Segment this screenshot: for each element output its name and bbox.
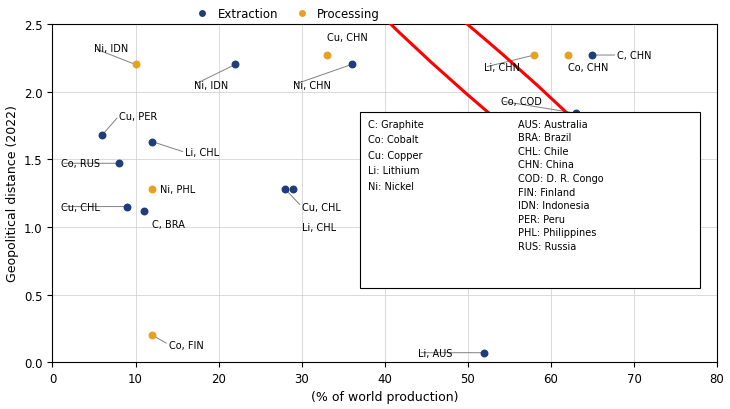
Text: Ni, CHN: Ni, CHN <box>293 81 331 90</box>
Bar <box>360 112 701 288</box>
Text: Co, RUS: Co, RUS <box>61 159 100 169</box>
Point <box>113 161 125 167</box>
Point <box>479 350 491 356</box>
Point <box>587 53 599 59</box>
Point <box>96 132 108 139</box>
Point <box>288 186 299 193</box>
Text: Cu, CHL: Cu, CHL <box>301 202 341 212</box>
Point <box>138 208 150 214</box>
Text: C, BRA: C, BRA <box>152 220 185 229</box>
X-axis label: (% of world production): (% of world production) <box>311 391 458 403</box>
Point <box>346 62 358 69</box>
Point <box>570 111 582 117</box>
Point <box>280 186 291 193</box>
Text: Ni, IDN: Ni, IDN <box>193 81 228 90</box>
Point <box>130 62 142 69</box>
Text: Cu, PER: Cu, PER <box>119 112 157 121</box>
Text: Co, FIN: Co, FIN <box>169 340 204 350</box>
Text: Li, AUS: Li, AUS <box>418 348 453 358</box>
Text: C: Graphite
Co: Cobalt
Cu: Copper
Li: Lithium
Ni: Nickel: C: Graphite Co: Cobalt Cu: Copper Li: Li… <box>368 119 424 191</box>
Point <box>529 53 540 59</box>
Y-axis label: Geopolitical distance (2022): Geopolitical distance (2022) <box>6 106 18 282</box>
Legend: Extraction, Processing: Extraction, Processing <box>185 4 385 26</box>
Text: Ni, PHL: Ni, PHL <box>161 184 196 195</box>
Text: Cu, CHN: Cu, CHN <box>326 34 367 43</box>
Text: Co, COD: Co, COD <box>501 97 542 107</box>
Point <box>229 62 241 69</box>
Text: AUS: Australia
BRA: Brazil
CHL: Chile
CHN: China
COD: D. R. Congo
FIN: Finland
I: AUS: Australia BRA: Brazil CHL: Chile CH… <box>518 119 603 252</box>
Text: Co, CHN: Co, CHN <box>567 63 608 73</box>
Text: C, CHN: C, CHN <box>618 51 652 61</box>
Text: Li, CHN: Li, CHN <box>485 63 520 73</box>
Point <box>146 186 158 193</box>
Point <box>320 53 332 59</box>
Point <box>146 332 158 339</box>
Point <box>121 204 133 210</box>
Text: Cu, CHL: Cu, CHL <box>61 202 99 212</box>
Text: Li, CHL: Li, CHL <box>301 222 336 232</box>
Point <box>561 53 573 59</box>
Text: Ni, IDN: Ni, IDN <box>94 44 128 54</box>
Point <box>146 139 158 146</box>
Text: Li, CHL: Li, CHL <box>185 148 220 158</box>
